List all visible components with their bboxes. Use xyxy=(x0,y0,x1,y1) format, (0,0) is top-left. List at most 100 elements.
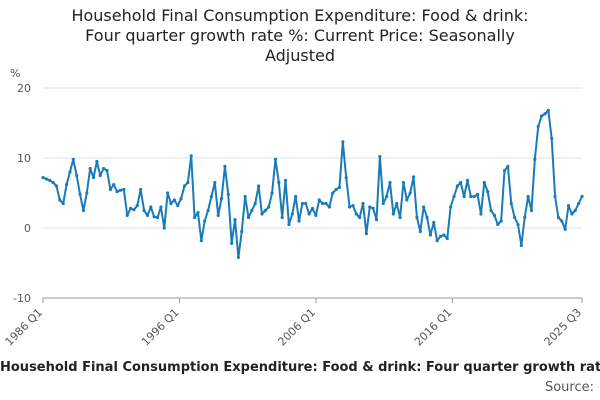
data-point xyxy=(172,198,176,202)
y-tick-label: 20 xyxy=(17,82,31,95)
data-point xyxy=(213,180,217,185)
x-tick-label: 2006 Q1 xyxy=(275,306,318,349)
data-point xyxy=(128,206,133,210)
title-line-2: Four quarter growth rate %: Current Pric… xyxy=(85,26,515,45)
data-point xyxy=(166,191,170,195)
data-point xyxy=(533,157,537,161)
data-point xyxy=(155,215,160,220)
data-point xyxy=(48,178,52,182)
data-point xyxy=(310,206,315,210)
data-point xyxy=(566,204,571,208)
data-point xyxy=(125,213,129,217)
data-point xyxy=(189,154,193,158)
data-point xyxy=(108,187,112,192)
series-line xyxy=(42,109,583,259)
data-point xyxy=(577,201,581,206)
data-point xyxy=(580,194,584,199)
data-point xyxy=(351,204,355,208)
data-point xyxy=(368,205,372,209)
data-point xyxy=(553,194,557,199)
y-tick-label: -10 xyxy=(13,292,31,305)
data-point xyxy=(513,215,517,220)
y-axis-label: % xyxy=(10,67,20,80)
data-point xyxy=(145,213,150,217)
data-point xyxy=(283,178,288,182)
data-point xyxy=(246,215,251,220)
data-point xyxy=(169,201,173,206)
data-point xyxy=(459,180,463,185)
data-point xyxy=(102,166,106,171)
data-point xyxy=(479,212,483,216)
data-point xyxy=(391,212,395,216)
data-point xyxy=(499,219,503,223)
data-point xyxy=(327,205,331,209)
data-point xyxy=(142,208,146,213)
data-point xyxy=(526,194,530,199)
source-label: Source: xyxy=(544,380,594,395)
data-point xyxy=(502,169,507,173)
data-point xyxy=(98,173,102,178)
data-point xyxy=(280,215,284,220)
title-line-3: Adjusted xyxy=(264,46,335,65)
data-point xyxy=(496,222,500,227)
x-tick-label: 1996 Q1 xyxy=(139,306,182,349)
data-point xyxy=(68,170,72,174)
data-point xyxy=(523,215,527,220)
x-tick-label: 2025 Q3 xyxy=(542,306,585,349)
data-point xyxy=(570,212,574,216)
data-point xyxy=(263,208,267,213)
data-point xyxy=(182,184,187,188)
data-point xyxy=(294,194,298,199)
legend-entry: Household Final Consumption Expenditure:… xyxy=(0,360,600,375)
data-point xyxy=(203,219,207,223)
data-point xyxy=(452,194,456,199)
data-point xyxy=(219,197,224,201)
data-point xyxy=(253,201,257,206)
data-point xyxy=(381,201,385,206)
data-point xyxy=(486,190,490,194)
data-point xyxy=(428,233,433,237)
data-point xyxy=(112,183,116,187)
data-point xyxy=(560,219,564,223)
data-point xyxy=(307,212,311,216)
data-point xyxy=(135,204,139,208)
data-point xyxy=(78,192,82,196)
data-point xyxy=(240,229,244,234)
y-tick-label: 10 xyxy=(17,152,31,165)
data-point xyxy=(118,188,123,192)
data-point xyxy=(347,205,352,209)
data-point xyxy=(469,194,473,199)
data-point xyxy=(358,215,362,220)
data-point xyxy=(317,198,321,202)
data-point xyxy=(509,201,513,206)
data-point xyxy=(196,211,200,215)
data-point xyxy=(267,205,271,209)
data-point xyxy=(385,194,389,199)
data-point xyxy=(506,164,510,168)
data-point xyxy=(209,194,214,199)
data-point xyxy=(442,233,446,237)
data-point xyxy=(304,201,308,206)
data-point xyxy=(75,173,79,178)
data-point xyxy=(162,226,166,230)
data-point xyxy=(257,184,261,188)
data-point xyxy=(465,178,470,182)
data-point xyxy=(64,183,69,187)
data-point xyxy=(425,215,429,220)
data-point xyxy=(337,185,342,189)
data-point xyxy=(556,215,561,220)
data-point xyxy=(199,239,203,243)
data-point xyxy=(354,212,358,216)
data-point xyxy=(550,136,554,140)
data-point xyxy=(81,208,86,213)
data-point xyxy=(543,112,547,116)
data-point xyxy=(58,198,62,202)
data-point xyxy=(216,213,220,217)
data-point xyxy=(206,208,210,213)
data-point xyxy=(122,187,126,192)
data-point xyxy=(341,140,345,144)
data-point xyxy=(408,191,412,195)
data-point xyxy=(152,215,156,219)
data-point xyxy=(449,205,453,209)
data-point xyxy=(378,155,382,159)
